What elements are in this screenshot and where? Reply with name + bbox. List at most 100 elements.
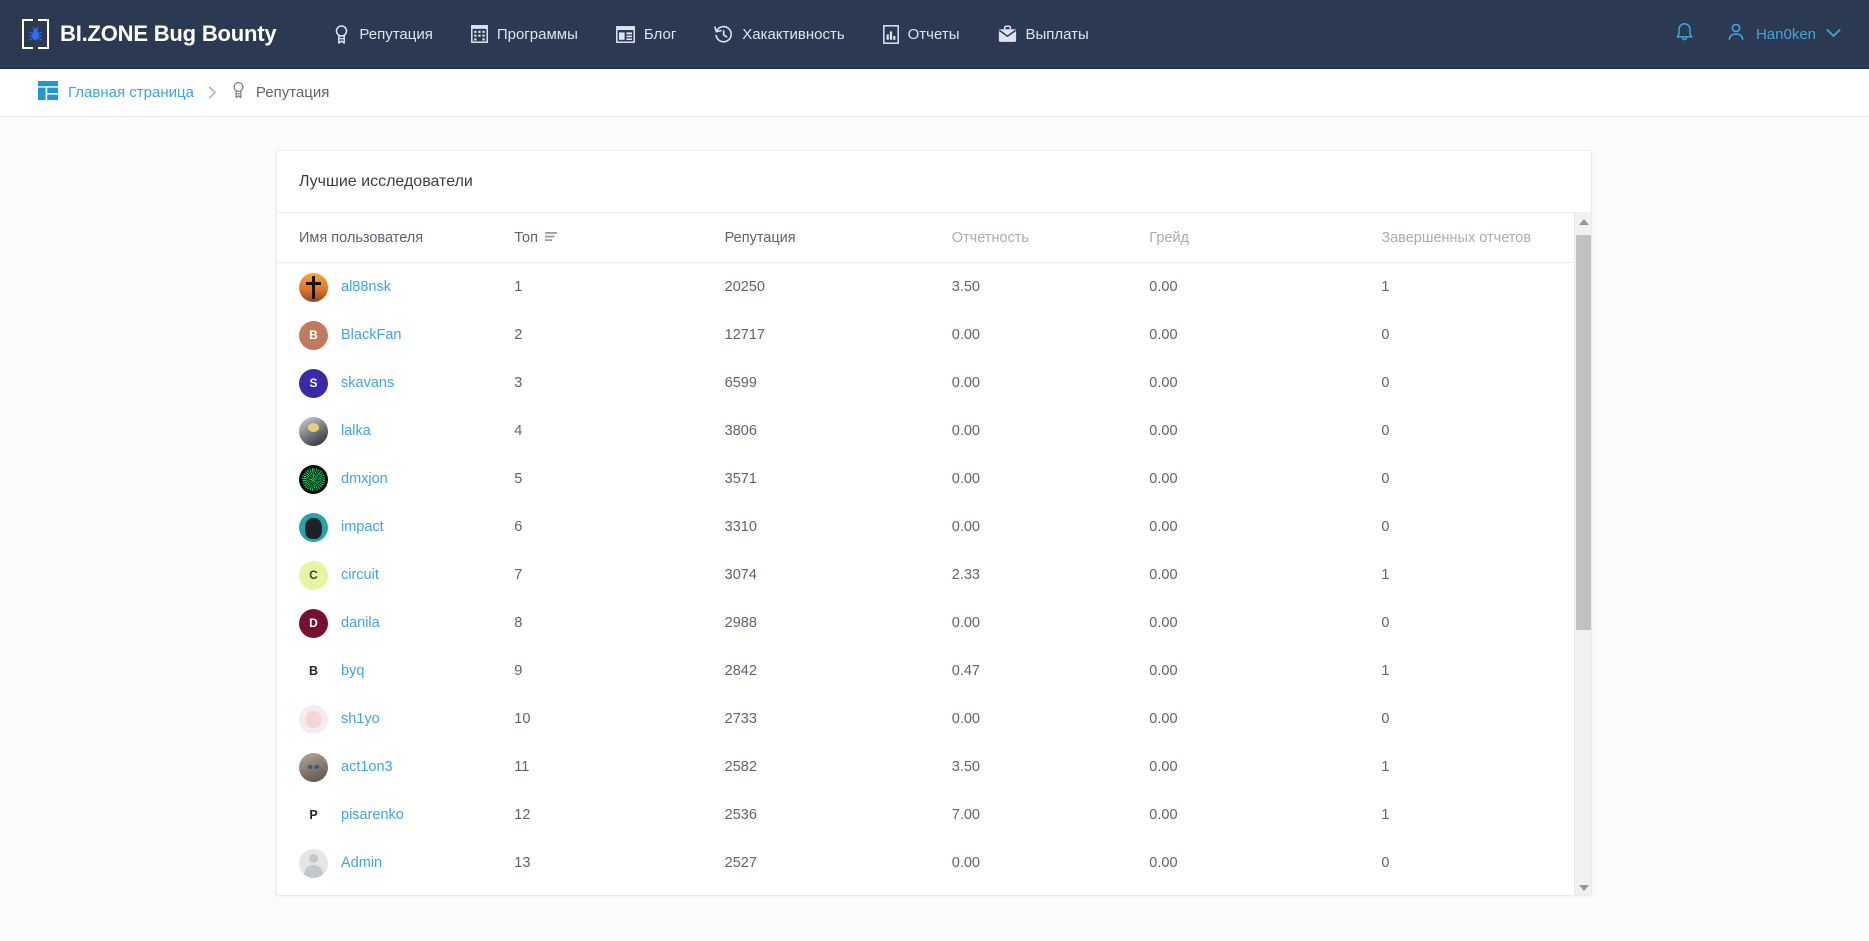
cell-username: sh1yo bbox=[299, 704, 514, 734]
user-menu-button[interactable]: Han0ken bbox=[1708, 11, 1851, 57]
cell-username: lalka bbox=[299, 416, 514, 446]
breadcrumb-item-home[interactable]: Главная страница bbox=[38, 80, 194, 105]
column-header-username: Имя пользователя bbox=[299, 230, 514, 246]
briefcase-icon bbox=[998, 25, 1017, 43]
table-row[interactable]: sh1yo 10 2733 0.00 0.00 0 bbox=[277, 695, 1591, 743]
breadcrumb-current-label: Репутация bbox=[255, 84, 330, 101]
dashboard-grid-icon bbox=[38, 80, 58, 105]
cell-completed-reports: 1 bbox=[1381, 759, 1390, 775]
username-link[interactable]: skavans bbox=[341, 375, 395, 391]
cell-reputation: 2842 bbox=[724, 663, 757, 679]
cell-username: al88nsk bbox=[299, 272, 514, 302]
cell-reputation: 3806 bbox=[724, 423, 757, 439]
avatar bbox=[299, 752, 328, 782]
avatar bbox=[299, 704, 328, 734]
card-header: Лучшие исследователи bbox=[277, 151, 1591, 213]
cell-reputation: 2733 bbox=[724, 711, 757, 727]
table-row[interactable]: B BlackFan 2 12717 0.00 0.00 0 bbox=[277, 311, 1591, 359]
cell-grade: 0.00 bbox=[1149, 423, 1178, 439]
nav-label: Хакактивность bbox=[742, 25, 845, 43]
avatar bbox=[299, 512, 328, 542]
cell-grade: 0.00 bbox=[1149, 327, 1178, 343]
cell-responsiveness: 0.47 bbox=[951, 663, 980, 679]
cell-grade: 0.00 bbox=[1149, 663, 1178, 679]
page-content: Лучшие исследователи Имя пользователя То… bbox=[0, 118, 1869, 941]
cell-username: Admin bbox=[299, 848, 514, 878]
cell-responsiveness: 0.00 bbox=[951, 471, 980, 487]
username-link[interactable]: pisarenko bbox=[341, 807, 404, 823]
cell-grade: 0.00 bbox=[1149, 615, 1178, 631]
scroll-down-button[interactable] bbox=[1575, 879, 1591, 895]
cell-top: 4 bbox=[514, 423, 523, 439]
username-link[interactable]: circuit bbox=[341, 567, 379, 583]
sort-descending-icon bbox=[544, 230, 558, 246]
user-name-label: Han0ken bbox=[1755, 25, 1816, 43]
cell-completed-reports: 0 bbox=[1381, 519, 1390, 535]
chevron-down-icon bbox=[1826, 25, 1841, 43]
breadcrumb-home-label: Главная страница bbox=[68, 84, 194, 101]
vertical-scroll-thumb[interactable] bbox=[1576, 235, 1591, 630]
column-label: Репутация bbox=[724, 229, 796, 246]
cell-reputation: 2582 bbox=[724, 759, 757, 775]
table-row[interactable]: al88nsk 1 20250 3.50 0.00 1 bbox=[277, 263, 1591, 311]
medal-icon bbox=[333, 24, 350, 44]
nav-item-payouts[interactable]: Выплаты bbox=[979, 0, 1108, 69]
cell-top: 13 bbox=[514, 855, 531, 871]
top-researchers-card: Лучшие исследователи Имя пользователя То… bbox=[276, 150, 1592, 896]
username-link[interactable]: act1on3 bbox=[341, 759, 393, 775]
breadcrumb-item-current: Репутация bbox=[231, 81, 329, 104]
nav-item-blog[interactable]: Блог bbox=[597, 0, 695, 69]
table-scrollbar[interactable] bbox=[1574, 213, 1591, 895]
column-label: Имя пользователя bbox=[299, 229, 424, 246]
username-link[interactable]: impact bbox=[341, 519, 384, 535]
avatar bbox=[299, 272, 328, 302]
cell-responsiveness: 0.00 bbox=[951, 855, 980, 871]
cell-reputation: 3571 bbox=[724, 471, 757, 487]
avatar: B bbox=[308, 664, 319, 678]
username-link[interactable]: BlackFan bbox=[341, 327, 402, 343]
nav-item-programs[interactable]: Программы bbox=[452, 0, 597, 69]
cell-completed-reports: 0 bbox=[1381, 711, 1390, 727]
cell-responsiveness: 3.50 bbox=[951, 759, 980, 775]
nav-item-reports[interactable]: Отчеты bbox=[864, 0, 979, 69]
cell-reputation: 3074 bbox=[724, 567, 757, 583]
username-link[interactable]: lalka bbox=[341, 423, 371, 439]
username-link[interactable]: danila bbox=[341, 615, 380, 631]
column-header-top[interactable]: Топ bbox=[514, 230, 724, 246]
cell-top: 9 bbox=[514, 663, 523, 679]
brand-logo[interactable]: BI.ZONE Bug Bounty bbox=[22, 19, 277, 49]
username-link[interactable]: al88nsk bbox=[341, 279, 391, 295]
table-row[interactable]: dmxjon 5 3571 0.00 0.00 0 bbox=[277, 455, 1591, 503]
username-link[interactable]: Admin bbox=[341, 855, 383, 871]
nav-item-hacktivity[interactable]: Хакактивность bbox=[695, 0, 863, 69]
avatar bbox=[299, 848, 328, 878]
top-navigation-bar: BI.ZONE Bug Bounty Репутация bbox=[0, 0, 1869, 69]
table-row[interactable]: Admin 13 2527 0.00 0.00 0 bbox=[277, 839, 1591, 887]
username-link[interactable]: byq bbox=[341, 663, 365, 679]
column-label: Отчетность bbox=[951, 229, 1029, 246]
notifications-button[interactable] bbox=[1662, 11, 1708, 57]
table-row[interactable]: impact 6 3310 0.00 0.00 0 bbox=[277, 503, 1591, 551]
avatar: D bbox=[299, 608, 328, 638]
table-row[interactable]: lalka 4 3806 0.00 0.00 0 bbox=[277, 407, 1591, 455]
cell-grade: 0.00 bbox=[1149, 471, 1178, 487]
username-link[interactable]: dmxjon bbox=[341, 471, 388, 487]
person-icon bbox=[1726, 22, 1746, 47]
medal-icon bbox=[231, 81, 246, 104]
scroll-up-button[interactable] bbox=[1575, 213, 1591, 230]
account-area: Han0ken bbox=[1662, 11, 1851, 57]
table-row[interactable]: act1on3 11 2582 3.50 0.00 1 bbox=[277, 743, 1591, 791]
cell-username: act1on3 bbox=[299, 752, 514, 782]
main-nav: Репутация bbox=[314, 0, 1107, 69]
cell-completed-reports: 1 bbox=[1381, 567, 1390, 583]
cell-responsiveness: 7.00 bbox=[951, 807, 980, 823]
username-link[interactable]: sh1yo bbox=[341, 711, 380, 727]
nav-item-reputation[interactable]: Репутация bbox=[314, 0, 451, 69]
